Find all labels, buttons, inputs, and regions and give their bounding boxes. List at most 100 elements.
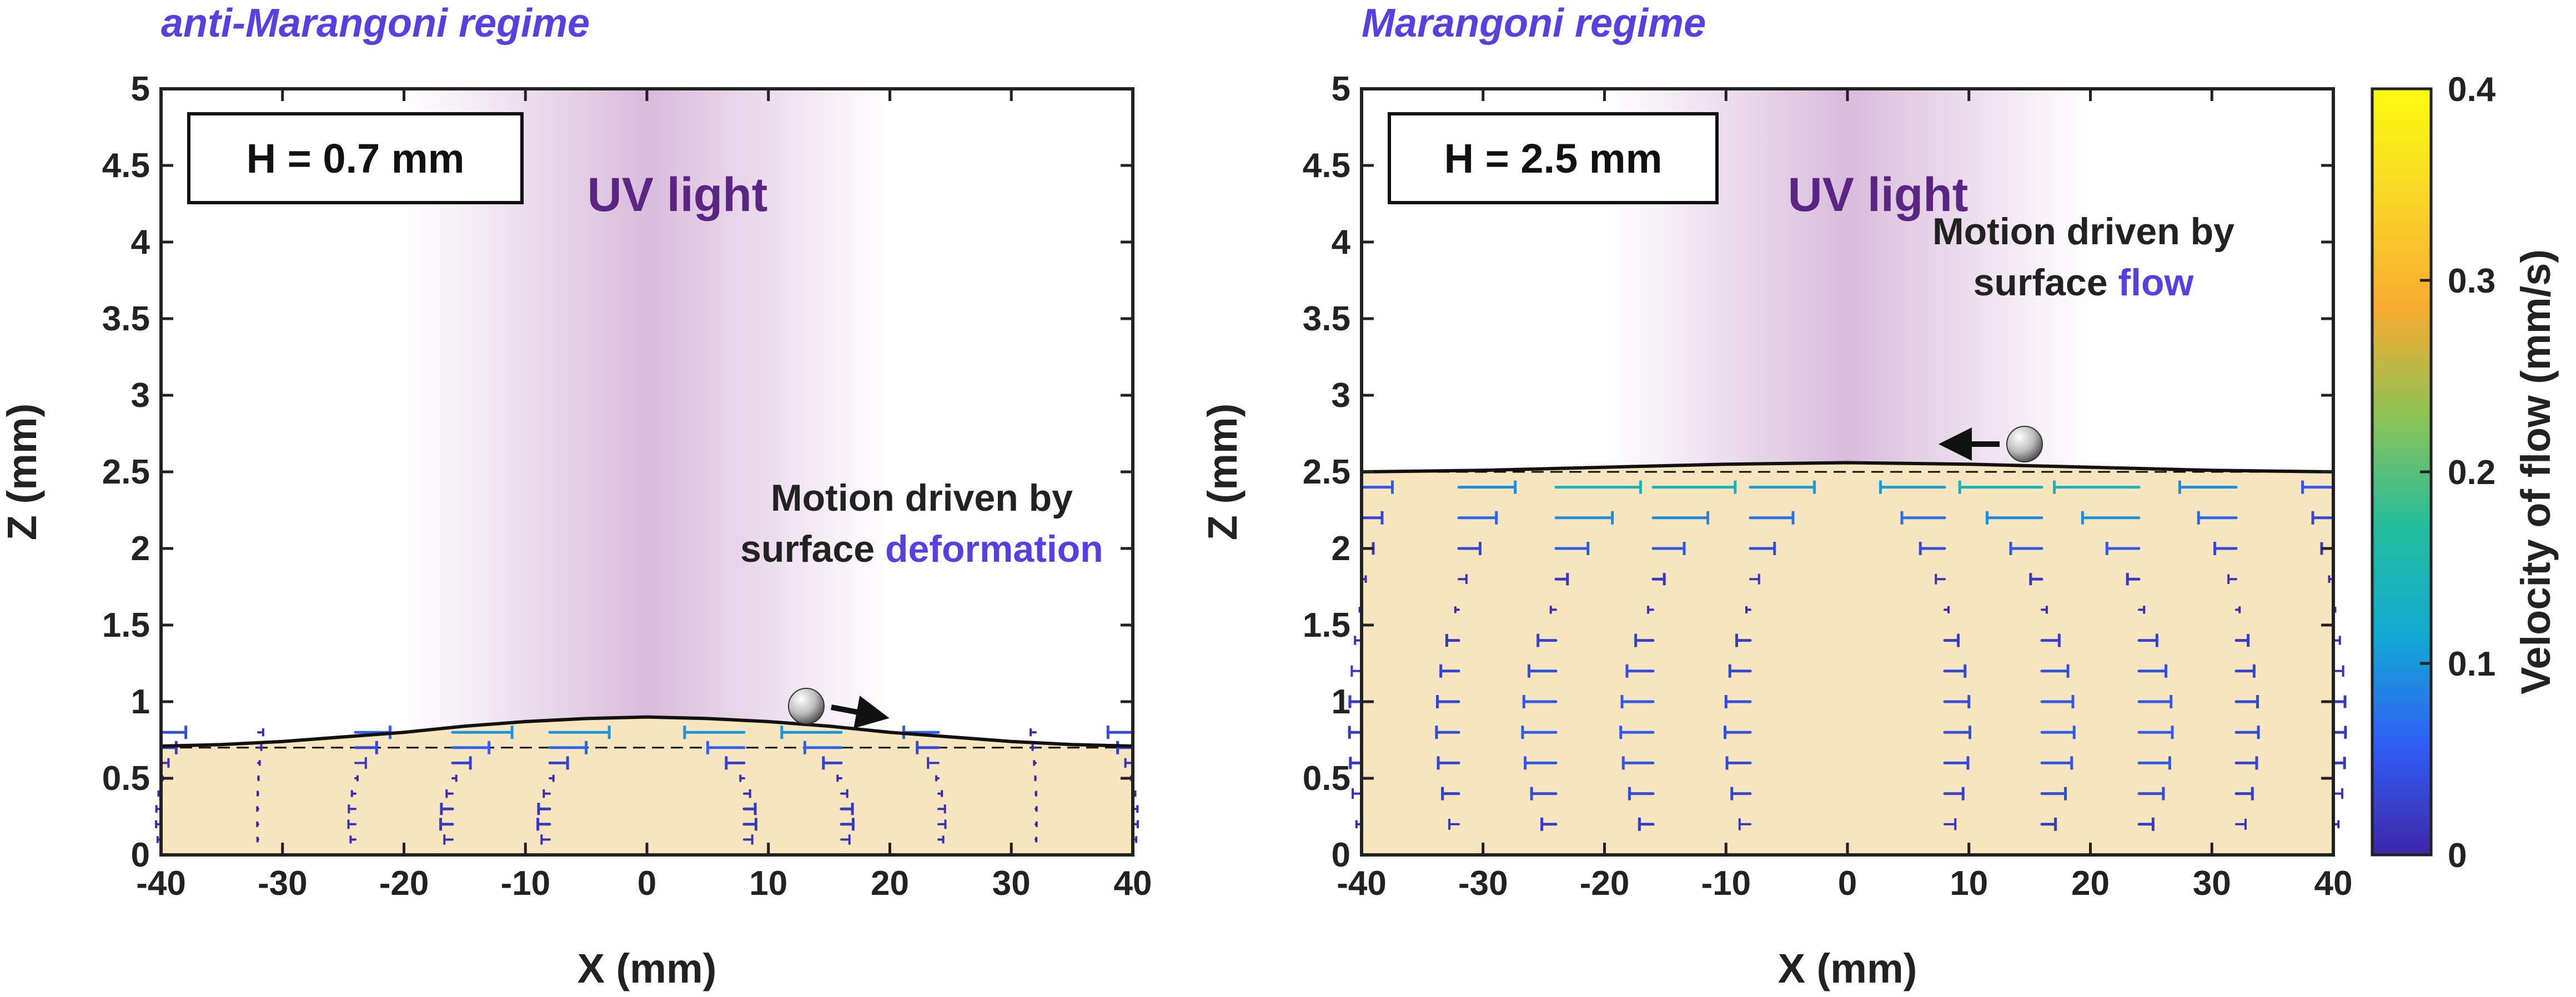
x-tick-label: -30 bbox=[1458, 864, 1508, 903]
particle-ball bbox=[2006, 426, 2043, 462]
velocity-arrow bbox=[1439, 664, 1460, 678]
particle-ball bbox=[788, 688, 825, 724]
axes-frame bbox=[1360, 87, 2335, 857]
velocity-arrow bbox=[349, 835, 356, 844]
thickness-box-frame bbox=[187, 112, 524, 204]
velocity-arrow bbox=[348, 804, 356, 814]
velocity-arrow bbox=[440, 803, 454, 815]
velocity-arrow bbox=[1035, 821, 1038, 827]
x-tick-label: 0 bbox=[1838, 864, 1857, 903]
regime-title: Marangoni regime bbox=[1362, 1, 1706, 46]
y-tick-label: 3 bbox=[1332, 376, 1350, 415]
x-tick-label: 10 bbox=[1950, 864, 1988, 903]
velocity-arrow bbox=[1348, 695, 1363, 708]
velocity-arrow bbox=[1030, 728, 1037, 737]
velocity-arrow bbox=[257, 776, 260, 781]
velocity-arrow bbox=[2040, 726, 2076, 739]
velocity-field bbox=[1348, 480, 2347, 831]
panel-marangoni: Marangoni regime -40 -30 -20 -10 0 10 20 30 40 0 0… bbox=[1199, 1, 2352, 991]
x-tick-label: -10 bbox=[1701, 864, 1751, 903]
velocity-arrow bbox=[2137, 695, 2173, 708]
x-tick-label: -20 bbox=[1580, 864, 1630, 903]
annotation-line-1: Motion driven by bbox=[1932, 210, 2234, 253]
velocity-arrow bbox=[1435, 726, 1460, 739]
x-tick-label: 40 bbox=[2314, 864, 2353, 903]
velocity-arrow bbox=[2227, 574, 2237, 585]
x-tick-label: 10 bbox=[749, 864, 787, 903]
velocity-arrow bbox=[1445, 634, 1460, 647]
velocity-arrow bbox=[2234, 695, 2259, 708]
velocity-arrow bbox=[1943, 756, 1970, 770]
velocity-arrow bbox=[1651, 573, 1666, 586]
velocity-arrow bbox=[2040, 633, 2061, 647]
velocity-arrow bbox=[1035, 806, 1038, 812]
annotation-highlight: deformation bbox=[885, 528, 1103, 570]
x-tick-label: 30 bbox=[2193, 864, 2231, 903]
y-tick-label: 2 bbox=[1332, 530, 1350, 568]
velocity-arrow bbox=[1919, 542, 1946, 555]
velocity-arrow bbox=[937, 819, 947, 829]
velocity-arrow bbox=[742, 818, 757, 831]
velocity-arrow bbox=[451, 774, 458, 782]
velocity-arrow bbox=[803, 741, 843, 754]
velocity-arrow bbox=[836, 774, 842, 782]
free-surface bbox=[1361, 461, 2334, 474]
velocity-arrow bbox=[1985, 511, 2043, 525]
velocity-arrow bbox=[1521, 726, 1558, 739]
velocity-arrow bbox=[2137, 817, 2155, 831]
velocity-arrow bbox=[2126, 572, 2141, 586]
velocity-arrow bbox=[2235, 606, 2241, 613]
y-axis-label: Z (mm) bbox=[0, 404, 45, 541]
velocity-arrow bbox=[439, 818, 454, 831]
velocity-arrow bbox=[2138, 606, 2146, 614]
velocity-arrow bbox=[354, 757, 367, 769]
velocity-arrow bbox=[2009, 542, 2043, 555]
velocity-arrow bbox=[1625, 664, 1655, 678]
velocity-arrow bbox=[1958, 480, 2043, 494]
velocity-arrow bbox=[1530, 787, 1558, 800]
y-tick-label: 4.5 bbox=[102, 147, 150, 185]
thickness-box-frame bbox=[1388, 112, 1719, 204]
liquid-layer bbox=[161, 717, 1133, 855]
annotation-word-surface: surface bbox=[740, 528, 885, 570]
velocity-arrow bbox=[443, 834, 454, 845]
velocity-arrow bbox=[937, 804, 946, 814]
x-tick-label: 40 bbox=[1114, 864, 1152, 903]
velocity-field bbox=[155, 726, 1139, 845]
velocity-arrow bbox=[1522, 695, 1558, 708]
velocity-arrow bbox=[1730, 787, 1752, 800]
velocity-arrow bbox=[780, 726, 843, 739]
velocity-arrow bbox=[1749, 480, 1816, 494]
y-tick-label: 4.5 bbox=[1303, 147, 1350, 185]
velocity-arrow bbox=[2040, 695, 2075, 708]
velocity-arrow bbox=[2040, 756, 2073, 770]
x-axis-label: X (mm) bbox=[578, 945, 717, 991]
velocity-arrow bbox=[1524, 756, 1558, 770]
annotation-line-1: Motion driven by bbox=[771, 477, 1073, 519]
velocity-arrow bbox=[2197, 511, 2238, 525]
velocity-arrow bbox=[1536, 633, 1558, 647]
colorbar-tick-label: 0.3 bbox=[2448, 262, 2495, 300]
velocity-arrow bbox=[1457, 480, 1517, 494]
velocity-arrow bbox=[1554, 542, 1590, 555]
velocity-arrow bbox=[927, 757, 940, 769]
velocity-arrow bbox=[445, 789, 454, 798]
y-tick-label: 0.5 bbox=[102, 759, 150, 798]
velocity-arrow bbox=[548, 741, 588, 754]
velocity-arrow bbox=[743, 789, 751, 798]
velocity-arrow bbox=[2234, 634, 2250, 647]
x-tick-label: -10 bbox=[500, 864, 550, 903]
velocity-arrow bbox=[2137, 787, 2165, 800]
velocity-arrow bbox=[1621, 756, 1655, 770]
velocity-arrow bbox=[1728, 664, 1752, 678]
velocity-arrow bbox=[257, 760, 261, 766]
annotation-highlight: flow bbox=[2118, 261, 2194, 304]
velocity-arrow bbox=[1634, 633, 1655, 647]
colorbar: 0 0.1 0.2 0.3 0.4 Velocity of flow (mm/s) bbox=[2371, 71, 2559, 875]
velocity-arrow bbox=[2053, 480, 2141, 494]
velocity-arrow bbox=[1349, 757, 1363, 769]
velocity-arrow bbox=[1900, 511, 1946, 525]
velocity-arrow bbox=[1628, 787, 1655, 800]
velocity-arrow bbox=[2234, 664, 2256, 678]
velocity-arrow bbox=[1735, 633, 1752, 647]
